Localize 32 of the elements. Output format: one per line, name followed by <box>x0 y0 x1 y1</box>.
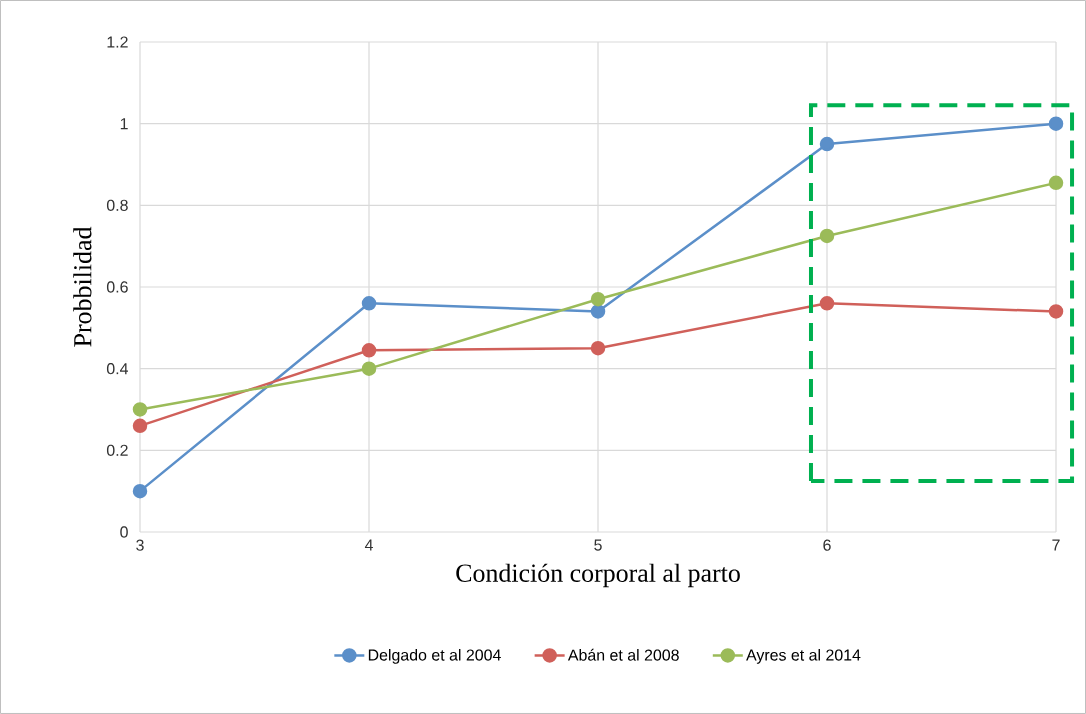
point <box>819 228 835 244</box>
point <box>132 418 148 434</box>
point <box>361 296 377 311</box>
y-tick-label: 0.8 <box>106 199 128 211</box>
x-tick-label: 6 <box>823 539 831 551</box>
legend-label: Abán et al 2008 <box>567 648 679 661</box>
x-tick-label: 4 <box>364 539 373 551</box>
x-tick-label: 7 <box>1052 539 1060 551</box>
x-tick-label: 5 <box>594 539 602 551</box>
y-tick-label: 1 <box>120 118 128 130</box>
point <box>590 291 606 307</box>
point <box>1048 175 1064 191</box>
point <box>361 361 377 376</box>
y-tick-label: 0.6 <box>106 281 128 293</box>
point <box>590 340 606 356</box>
point <box>1048 304 1064 319</box>
point <box>1048 116 1064 131</box>
y-axis-title: Probbilidad <box>73 226 92 347</box>
y-tick-label: 0.2 <box>106 444 128 456</box>
point <box>819 296 835 311</box>
point <box>361 343 377 358</box>
y-tick-label: 1.2 <box>107 36 128 48</box>
legend-label: Ayres et al 2014 <box>746 648 861 664</box>
point <box>132 483 148 499</box>
point <box>819 136 835 152</box>
legend-label: Delgado et al 2004 <box>368 648 501 664</box>
x-axis-title: Condición corporal al parto <box>456 563 740 588</box>
y-tick-label: 0.4 <box>106 363 129 375</box>
point <box>132 402 148 417</box>
point <box>590 304 606 319</box>
x-tick-label: 3 <box>136 539 144 551</box>
y-tick-label: 0 <box>120 526 128 538</box>
